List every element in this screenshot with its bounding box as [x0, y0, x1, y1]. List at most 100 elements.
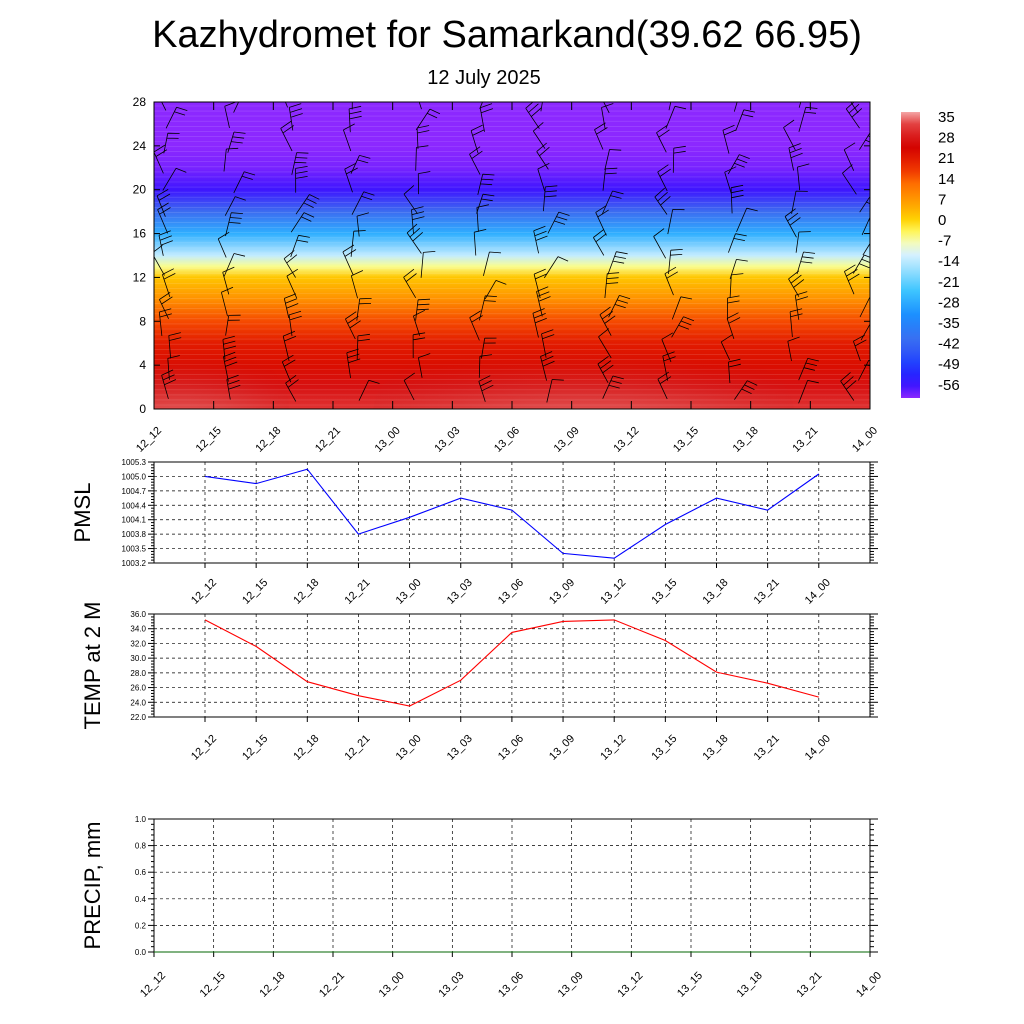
wind-barb: [470, 124, 485, 154]
wind-barb: [859, 195, 870, 213]
wind-barb: [724, 166, 737, 195]
wind-barb: [788, 270, 805, 297]
wind-barb: [728, 358, 741, 384]
wind-barb: [281, 354, 296, 383]
wind-barb: [599, 306, 616, 336]
wind-barb: [479, 102, 483, 110]
y-tick-label: 12: [133, 270, 147, 284]
wind-barb: [344, 162, 358, 193]
wind-barb: [222, 335, 237, 360]
wind-barb: [843, 142, 856, 171]
pmsl-panel: 1003.2 1003.5 1003.8 1004.1 1004.4 1004.7 1005…: [70, 458, 878, 607]
y-tick-label: 1005.3: [122, 458, 147, 467]
wind-barb: [862, 242, 870, 256]
warm-surface-area: [373, 329, 794, 409]
wind-barb: [415, 298, 431, 321]
wind-barb: [728, 233, 747, 253]
wind-barb: [479, 103, 494, 132]
x-tick-label: 13_12: [615, 970, 645, 1000]
colorbar-label: -21: [938, 274, 960, 291]
x-tick-label: 13_21: [752, 733, 782, 763]
wind-barb: [223, 351, 238, 382]
wind-barb: [602, 375, 624, 399]
wind-barb: [413, 309, 425, 336]
wind-barb: [598, 328, 612, 359]
wind-barb: [476, 204, 489, 232]
wind-barb: [226, 374, 241, 400]
y-tick-label: 1003.5: [122, 545, 147, 554]
wind-barb: [852, 254, 870, 274]
wind-barb: [845, 102, 863, 129]
wind-barb: [223, 253, 246, 277]
wind-barb: [417, 171, 431, 195]
wind-barb: [479, 295, 497, 321]
wind-barb: [720, 334, 733, 361]
wind-barb: [418, 353, 431, 378]
x-tick-label: 13_21: [752, 577, 782, 607]
wind-barb: [483, 251, 502, 276]
wind-barb: [158, 230, 173, 256]
x-tick-label: 13_12: [611, 425, 641, 455]
wind-barb: [789, 308, 803, 338]
colorbar-label: -42: [938, 336, 960, 353]
wind-barb: [607, 251, 628, 275]
temp2m-y-axis-label: TEMP at 2 M: [80, 602, 105, 730]
y-tick-label: 1004.7: [122, 487, 147, 496]
x-tick-label: 12_18: [257, 970, 287, 1000]
wind-barb: [656, 124, 670, 153]
wind-barb: [225, 314, 241, 336]
wind-barb: [595, 205, 609, 236]
colorbar-label: 28: [938, 130, 955, 147]
wind-barb: [158, 308, 172, 336]
x-tick-label: 13_12: [598, 733, 628, 763]
wind-barb: [859, 296, 870, 318]
colorbar-label: 35: [938, 109, 955, 126]
wind-barb: [736, 207, 758, 233]
x-tick-label: 12_18: [291, 577, 321, 607]
wind-barb: [784, 208, 801, 238]
x-tick-label: 12_18: [253, 425, 283, 455]
x-tick-label: 14_00: [803, 577, 833, 607]
x-tick-label: 12_15: [194, 425, 224, 455]
wind-barb: [853, 334, 867, 362]
x-tick-label: 13_00: [377, 970, 407, 1000]
precip-y-axis-label: PRECIP, mm: [80, 822, 105, 950]
y-tick-label: 28.0: [130, 669, 146, 678]
temperature-profile-panel: 0 4 8 12 16 20 24 28 12_12 12_15 12_18 12_21 13_00 13…: [133, 95, 880, 455]
wind-barb: [798, 102, 802, 108]
wind-barb: [159, 291, 173, 319]
wind-barb: [734, 380, 758, 400]
wind-barb: [350, 270, 364, 299]
y-tick-label: 0.0: [135, 948, 147, 957]
wind-barb: [788, 143, 803, 171]
wind-barb: [546, 379, 564, 403]
y-tick-label: 30.0: [130, 654, 146, 663]
x-tick-label: 13_09: [556, 970, 586, 1000]
wind-barb: [356, 212, 370, 237]
y-tick-label: 0: [139, 402, 146, 416]
wind-barb: [664, 266, 679, 296]
y-tick-label: 1005.0: [122, 472, 147, 481]
wind-barb: [657, 164, 671, 192]
y-tick-label: 8: [139, 314, 146, 328]
wind-barb: [602, 167, 618, 191]
warm-surface-area: [154, 334, 289, 409]
wind-barb: [726, 312, 741, 340]
wind-barb: [288, 103, 303, 131]
x-tick-label: 14_00: [854, 970, 884, 1000]
figure-title: Kazhydromet for Samarkand(39.62 66.95): [152, 14, 862, 56]
wind-barb: [654, 187, 671, 215]
wind-barb: [295, 166, 308, 193]
wind-barb: [667, 209, 685, 235]
x-tick-label: 12_21: [342, 733, 372, 763]
wind-barb: [283, 293, 299, 319]
wind-barb: [348, 105, 362, 133]
colorbar-label: -28: [938, 294, 960, 311]
y-tick-label: 34.0: [130, 625, 146, 634]
wind-barb: [593, 229, 607, 256]
x-tick-label: 13_09: [547, 733, 577, 763]
wind-barb: [168, 332, 182, 359]
wind-barb: [233, 102, 240, 113]
wind-barb: [657, 371, 672, 400]
wind-barb: [668, 249, 683, 275]
